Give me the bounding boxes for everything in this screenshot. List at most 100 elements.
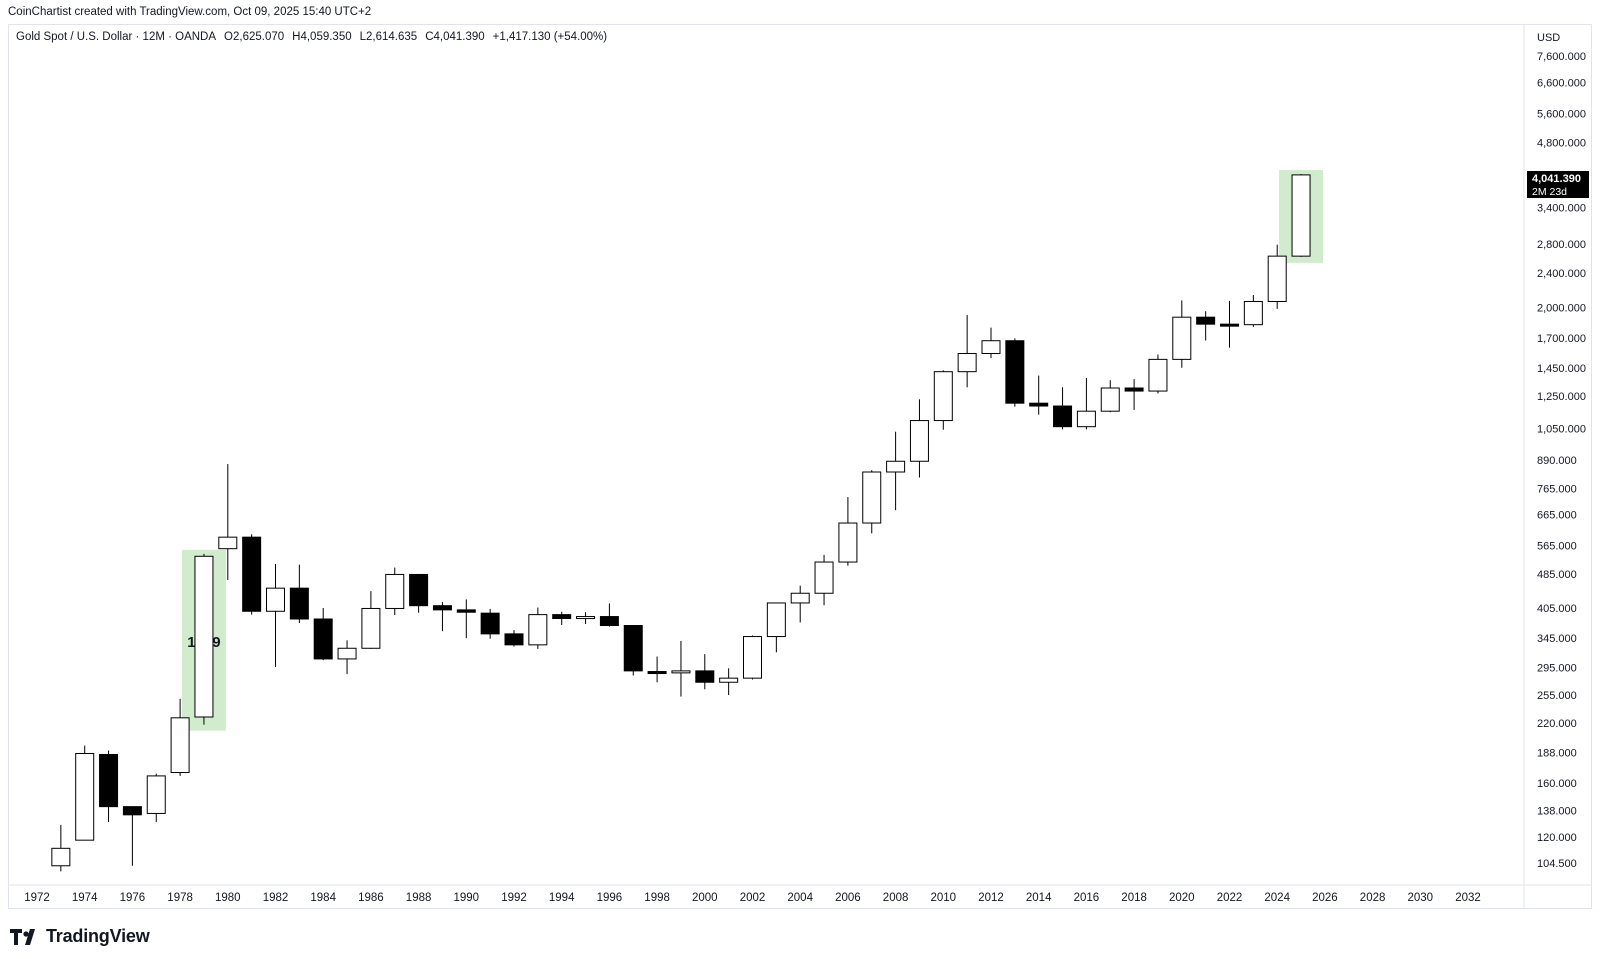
candle-1991[interactable] — [480, 608, 500, 639]
candle-2020[interactable] — [1172, 300, 1192, 368]
candle-2003[interactable] — [766, 602, 786, 653]
candle-1977[interactable] — [146, 773, 166, 822]
candle-1980[interactable] — [218, 464, 238, 580]
time-tick-label: 2006 — [835, 892, 861, 904]
symbol-name[interactable]: Gold Spot / U.S. Dollar · 12M · OANDA — [16, 31, 217, 43]
time-tick-label: 2030 — [1408, 892, 1434, 904]
candle-2008[interactable] — [886, 431, 906, 511]
candle-body-1999 — [671, 670, 691, 674]
candle-1992[interactable] — [504, 630, 524, 647]
candle-1997[interactable] — [623, 625, 643, 676]
candle-2009[interactable] — [909, 399, 929, 478]
ohlc-high: H4,059.350 — [292, 31, 352, 43]
candle-body-1987 — [385, 573, 405, 609]
symbol-legend[interactable]: Gold Spot / U.S. Dollar · 12M · OANDA O2… — [16, 31, 607, 43]
tradingview-logo[interactable]: TradingView — [10, 926, 150, 947]
candle-body-2010 — [933, 371, 953, 422]
chart-credit: CoinChartist created with TradingView.co… — [8, 6, 372, 18]
candle-body-2004 — [790, 592, 810, 604]
time-tick-label: 1990 — [454, 892, 480, 904]
time-axis[interactable]: 1972 1974 1976 1978 1980 1982 1984 1986 1988 1990… — [24, 892, 1481, 904]
candle-2021[interactable] — [1196, 311, 1216, 341]
candle-2016[interactable] — [1076, 377, 1096, 430]
candle-2010[interactable] — [933, 370, 953, 430]
candle-2015[interactable] — [1053, 387, 1073, 430]
candle-2004[interactable] — [790, 585, 810, 623]
candle-1995[interactable] — [576, 612, 596, 624]
candle-2005[interactable] — [814, 554, 834, 606]
time-tick-label: 2012 — [978, 892, 1004, 904]
candle-1998[interactable] — [647, 656, 667, 683]
time-tick-label: 1994 — [549, 892, 575, 904]
candle-2024[interactable] — [1267, 244, 1287, 309]
candle-2023[interactable] — [1243, 295, 1263, 327]
candle-1983[interactable] — [289, 564, 309, 623]
candle-layer — [51, 174, 1311, 872]
candle-body-1998 — [647, 671, 667, 675]
time-tick-label: 2028 — [1360, 892, 1386, 904]
candle-body-1984 — [313, 618, 333, 660]
candle-2019[interactable] — [1148, 354, 1168, 394]
candle-1978[interactable] — [170, 698, 190, 776]
candle-2011[interactable] — [957, 314, 977, 388]
time-tick-label: 2026 — [1312, 892, 1338, 904]
ohlc-close: C4,041.390 — [425, 31, 485, 43]
candle-1975[interactable] — [99, 750, 119, 822]
candle-1979[interactable] — [194, 553, 214, 725]
candle-2014[interactable] — [1029, 375, 1049, 415]
candle-2000[interactable] — [695, 654, 715, 690]
candle-1986[interactable] — [361, 591, 381, 649]
time-tick-label: 2016 — [1074, 892, 1100, 904]
candle-body-2006 — [838, 522, 858, 563]
candle-body-1976 — [122, 806, 142, 816]
candle-1994[interactable] — [552, 611, 572, 626]
candle-body-2013 — [1005, 340, 1025, 404]
candle-1976[interactable] — [122, 806, 142, 866]
candle-body-2022 — [1220, 323, 1239, 327]
candle-1982[interactable] — [266, 563, 285, 668]
candle-1988[interactable] — [409, 573, 429, 613]
candle-2001[interactable] — [719, 668, 739, 696]
candle-2007[interactable] — [862, 470, 882, 534]
candle-body-2017 — [1100, 387, 1120, 412]
candle-body-1980 — [218, 536, 238, 550]
candle-body-2002 — [743, 636, 762, 679]
candle-2018[interactable] — [1124, 379, 1144, 410]
candle-1974[interactable] — [75, 745, 95, 841]
candle-body-1977 — [146, 775, 166, 814]
candle-2017[interactable] — [1100, 380, 1120, 413]
candle-2013[interactable] — [1005, 338, 1025, 407]
candle-body-1994 — [552, 614, 572, 620]
candle-1987[interactable] — [385, 567, 405, 616]
candle-body-2008 — [886, 460, 906, 473]
candle-1996[interactable] — [599, 603, 619, 627]
candle-2025[interactable] — [1291, 174, 1311, 257]
candle-body-1997 — [623, 625, 643, 672]
candle-1999[interactable] — [671, 640, 691, 697]
candle-1989[interactable] — [432, 602, 452, 632]
candle-1984[interactable] — [313, 607, 333, 661]
time-tick-label: 1980 — [215, 892, 241, 904]
candle-body-2015 — [1053, 405, 1073, 428]
candle-body-1993 — [528, 614, 548, 646]
candle-2006[interactable] — [838, 497, 858, 566]
candle-2002[interactable] — [743, 635, 762, 680]
candle-1981[interactable] — [242, 534, 262, 615]
candle-1990[interactable] — [456, 599, 476, 639]
candle-body-2016 — [1076, 410, 1096, 428]
candle-1985[interactable] — [337, 640, 357, 675]
chart-frame — [8, 24, 1592, 909]
price-tick-label: 295.000 — [1537, 663, 1577, 675]
time-tick-label: 1998 — [644, 892, 670, 904]
candle-2022[interactable] — [1220, 300, 1239, 348]
candle-1973[interactable] — [51, 824, 71, 872]
candle-1993[interactable] — [528, 607, 548, 649]
candle-body-2021 — [1196, 316, 1216, 325]
candle-body-1992 — [504, 633, 524, 646]
price-tick-label: 6,600.000 — [1537, 78, 1586, 90]
candle-body-2012 — [981, 340, 1001, 355]
price-axis[interactable]: USD 7,600.000 6,600.000 5,600.000 4,800.000… — [1537, 32, 1586, 870]
candle-body-1975 — [99, 753, 119, 808]
candle-2012[interactable] — [981, 327, 1001, 359]
